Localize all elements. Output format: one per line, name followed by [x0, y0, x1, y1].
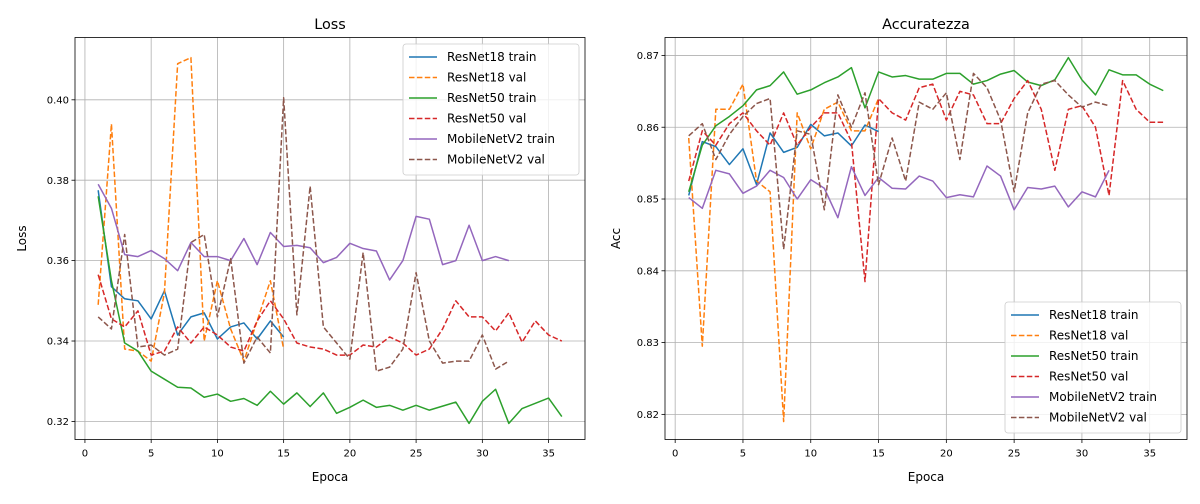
accuracy-x-tick-label: 25 [1008, 449, 1021, 460]
loss-legend-frame [402, 43, 580, 176]
accuracy-legend-label-mobilenetv2-train: MobileNetV2 train [1049, 390, 1157, 404]
loss-y-tick-label: 0.32 [47, 417, 69, 428]
loss-y-axis-label: Loss [15, 225, 29, 251]
accuracy-x-axis-label: Epoca [908, 470, 945, 484]
accuracy-x-tick-label: 35 [1143, 449, 1156, 460]
accuracy-chart: 0 5 10 15 20 25 30 35 0.82 0.83 0.84 0.85 0.86 0.87 A… [609, 17, 1188, 484]
loss-legend: ResNet18 train ResNet18 val ResNet50 train… [402, 43, 580, 176]
loss-legend-label-resnet50-train: ResNet50 train [447, 91, 537, 105]
loss-series-resnet50-train [97, 196, 563, 425]
accuracy-series-resnet50-val [688, 79, 1164, 283]
loss-x-tick-label: 35 [542, 449, 555, 460]
loss-x-tick-label: 10 [211, 449, 224, 460]
loss-legend-label-mobilenetv2-train: MobileNetV2 train [447, 132, 555, 146]
loss-chart: 0 5 10 15 20 25 30 350.320.340.360.380.40 Loss … [15, 17, 586, 484]
loss-legend-label-mobilenetv2-val: MobileNetV2 val [447, 153, 545, 167]
loss-y-tick-label: 0.38 [47, 176, 69, 187]
accuracy-y-tick-label: 0.87 [637, 51, 659, 62]
accuracy-ticks: 0 5 10 15 20 25 30 35 0.82 0.83 0.84 0.85 0.86 0.87 [637, 51, 1156, 459]
accuracy-legend-label-resnet50-train: ResNet50 train [1049, 349, 1139, 363]
accuracy-legend-label-resnet18-train: ResNet18 train [1049, 308, 1139, 322]
loss-y-tick-label: 0.40 [47, 95, 69, 106]
accuracy-axes-frame [664, 37, 1188, 440]
loss-axes-frame [74, 37, 586, 440]
loss-legend-label-resnet50-val: ResNet50 val [447, 112, 526, 126]
accuracy-x-tick-label: 5 [740, 449, 746, 460]
accuracy-y-tick-label: 0.85 [637, 195, 659, 206]
accuracy-legend-label-mobilenetv2-val: MobileNetV2 val [1049, 411, 1147, 425]
accuracy-chart-title: Accuratezza [882, 17, 970, 33]
loss-x-tick-label: 25 [410, 449, 423, 460]
loss-ticks: 0 5 10 15 20 25 30 35 0.32 0.34 0.36 0.38 0.40 [47, 95, 555, 459]
loss-chart-title: Loss [314, 17, 346, 33]
loss-series-resnet18-val [97, 56, 285, 362]
loss-y-tick-label: 0.36 [47, 256, 69, 267]
loss-series [97, 56, 563, 425]
loss-x-axis-label: Epoca [312, 470, 349, 484]
loss-x-tick-label: 15 [277, 449, 290, 460]
accuracy-series [687, 56, 1164, 423]
loss-series-resnet50-val [97, 274, 563, 356]
accuracy-y-tick-label: 0.82 [637, 410, 659, 421]
accuracy-legend-label-resnet50-val: ResNet50 val [1049, 370, 1128, 384]
loss-x-tick-label: 20 [344, 449, 357, 460]
loss-x-tick-label: 0 [82, 449, 88, 460]
loss-legend-label-resnet18-train: ResNet18 train [447, 50, 537, 64]
accuracy-legend-frame [1004, 301, 1182, 434]
accuracy-x-tick-label: 20 [940, 449, 953, 460]
loss-x-tick-label: 30 [476, 449, 489, 460]
accuracy-series-resnet50-train [688, 56, 1164, 193]
accuracy-series-mobilenetv2-val [688, 72, 1110, 251]
accuracy-x-tick-label: 0 [672, 449, 678, 460]
accuracy-y-tick-label: 0.84 [637, 266, 659, 277]
accuracy-x-tick-label: 10 [804, 449, 817, 460]
accuracy-y-tick-label: 0.86 [637, 123, 659, 134]
accuracy-y-axis-label: Acc [609, 228, 623, 249]
accuracy-y-tick-label: 0.83 [637, 338, 659, 349]
accuracy-legend-label-resnet18-val: ResNet18 val [1049, 329, 1128, 343]
accuracy-series-resnet18-val [687, 83, 880, 423]
accuracy-legend: ResNet18 train ResNet18 val ResNet50 train… [1004, 301, 1182, 434]
accuracy-x-tick-label: 15 [872, 449, 885, 460]
accuracy-series-mobilenetv2-train [688, 165, 1110, 219]
accuracy-x-tick-label: 30 [1076, 449, 1089, 460]
loss-legend-label-resnet18-val: ResNet18 val [447, 71, 526, 85]
loss-x-tick-label: 5 [148, 449, 154, 460]
loss-y-tick-label: 0.34 [47, 337, 69, 348]
